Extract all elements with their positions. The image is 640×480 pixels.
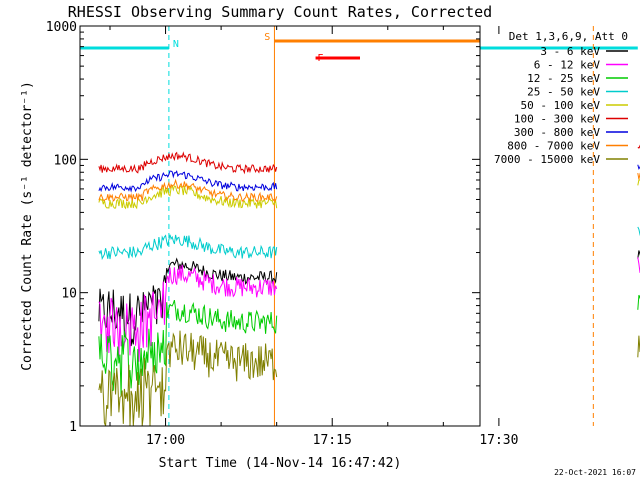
series-trace-4-0 [98, 184, 278, 210]
legend-label-3: 25 - 50 keV [527, 86, 600, 99]
series-trace-8-0 [98, 330, 278, 427]
series-trace-7-0 [98, 178, 278, 203]
series-trace-3-0 [98, 234, 278, 261]
legend-label-7: 800 - 7000 keV [507, 140, 600, 153]
legend-label-1: 6 - 12 keV [534, 59, 601, 72]
y-tick-label-1: 10 [61, 287, 77, 302]
series-trace-6-0 [98, 170, 278, 193]
annotation-label-3: S [264, 32, 270, 43]
y-tick-label-3: 1000 [46, 20, 77, 35]
y-axis-label: Corrected Count Rate (s⁻¹ detector⁻¹) [20, 81, 35, 371]
legend-header: Det 1,3,6,9, Att 0 [509, 30, 628, 43]
timestamp: 22-Oct-2021 16:07 [554, 468, 636, 477]
series-trace-5-0 [98, 151, 278, 175]
x-tick-label-1: 17:15 [313, 433, 352, 448]
legend-label-2: 12 - 25 keV [527, 72, 600, 85]
legend-label-6: 300 - 800 keV [514, 126, 600, 139]
chart-title: RHESSI Observing Summary Count Rates, Co… [68, 3, 492, 21]
series-trace-2-0 [98, 299, 278, 397]
plot-area: N F S [80, 26, 640, 427]
series-trace-0-0 [98, 257, 278, 347]
plot-frame [79, 25, 481, 427]
x-tick-label-2: 17:30 [479, 433, 518, 448]
legend-label-5: 100 - 300 keV [514, 113, 600, 126]
series-trace-1-0 [98, 264, 278, 362]
annotation-label-2: F [317, 53, 323, 64]
y-tick-label-2: 100 [54, 153, 77, 168]
legend-label-0: 3 - 6 keV [540, 45, 600, 58]
y-tick-label-0: 1 [69, 420, 77, 435]
annotation-label-0: N [173, 39, 179, 50]
legend-label-8: 7000 - 15000 keV [494, 153, 600, 166]
legend-label-4: 50 - 100 keV [521, 99, 601, 112]
x-tick-label-0: 17:00 [146, 433, 185, 448]
x-axis-label: Start Time (14-Nov-14 16:47:42) [159, 456, 402, 471]
